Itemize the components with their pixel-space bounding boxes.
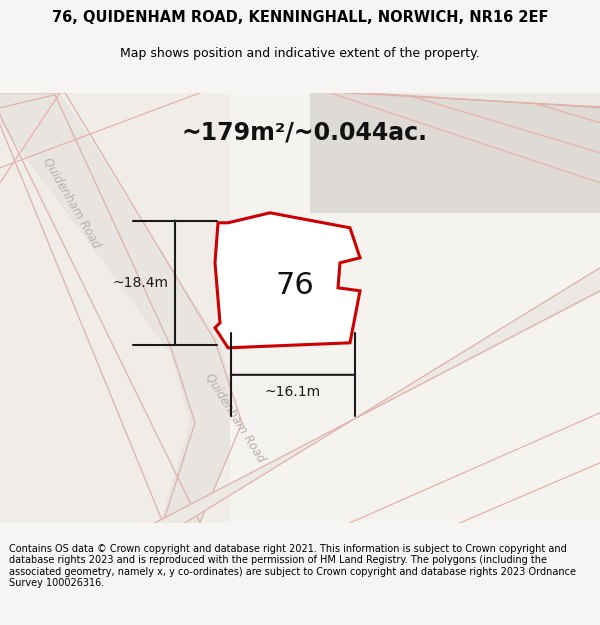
Text: 76: 76: [275, 271, 314, 300]
Polygon shape: [215, 213, 360, 348]
Text: Quidenham Road: Quidenham Road: [202, 371, 268, 464]
Polygon shape: [310, 92, 600, 212]
Polygon shape: [230, 92, 600, 522]
Polygon shape: [155, 268, 600, 522]
Polygon shape: [0, 92, 240, 522]
Text: Contains OS data © Crown copyright and database right 2021. This information is : Contains OS data © Crown copyright and d…: [9, 544, 576, 588]
Text: ~179m²/~0.044ac.: ~179m²/~0.044ac.: [182, 121, 428, 145]
Text: 76, QUIDENHAM ROAD, KENNINGHALL, NORWICH, NR16 2EF: 76, QUIDENHAM ROAD, KENNINGHALL, NORWICH…: [52, 11, 548, 26]
Text: ~18.4m: ~18.4m: [113, 276, 169, 290]
Text: ~16.1m: ~16.1m: [265, 385, 321, 399]
Polygon shape: [345, 92, 600, 108]
Polygon shape: [0, 92, 600, 522]
Text: Quidenham Road: Quidenham Road: [41, 155, 103, 251]
Text: Map shows position and indicative extent of the property.: Map shows position and indicative extent…: [120, 48, 480, 61]
